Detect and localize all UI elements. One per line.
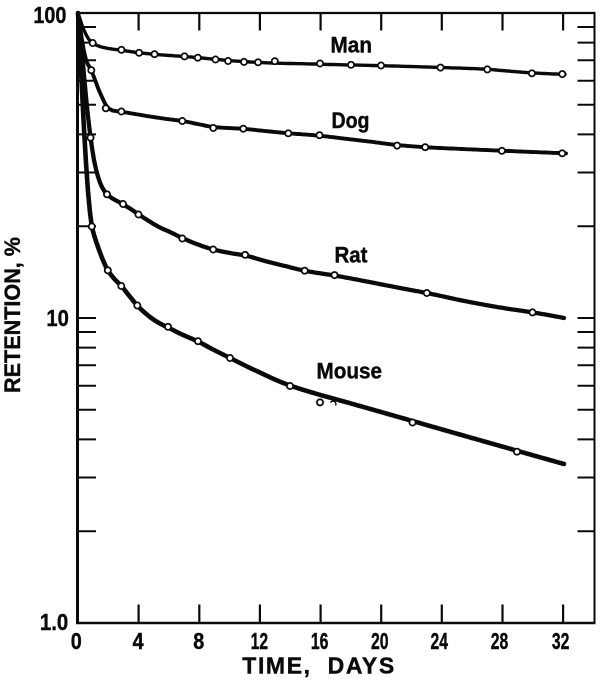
svg-text:8: 8 (193, 628, 204, 654)
svg-text:12: 12 (251, 628, 269, 654)
svg-text:TIME, DAYS: TIME, DAYS (242, 652, 396, 678)
svg-text:24: 24 (431, 628, 449, 654)
svg-text:100: 100 (33, 2, 66, 28)
svg-text:0: 0 (71, 628, 82, 654)
svg-text:Mouse: Mouse (317, 358, 383, 383)
svg-text:16: 16 (311, 628, 329, 654)
svg-text:4: 4 (133, 628, 144, 654)
svg-text:1.0: 1.0 (40, 609, 68, 635)
svg-text:RETENTION, %: RETENTION, % (0, 237, 25, 393)
svg-text:Rat: Rat (335, 243, 369, 268)
svg-text:Dog: Dog (332, 108, 370, 133)
svg-text:32: 32 (552, 628, 570, 654)
svg-text:20: 20 (371, 628, 389, 654)
svg-text:Man: Man (331, 32, 373, 57)
svg-text:28: 28 (491, 628, 509, 654)
svg-text:10: 10 (46, 305, 69, 331)
